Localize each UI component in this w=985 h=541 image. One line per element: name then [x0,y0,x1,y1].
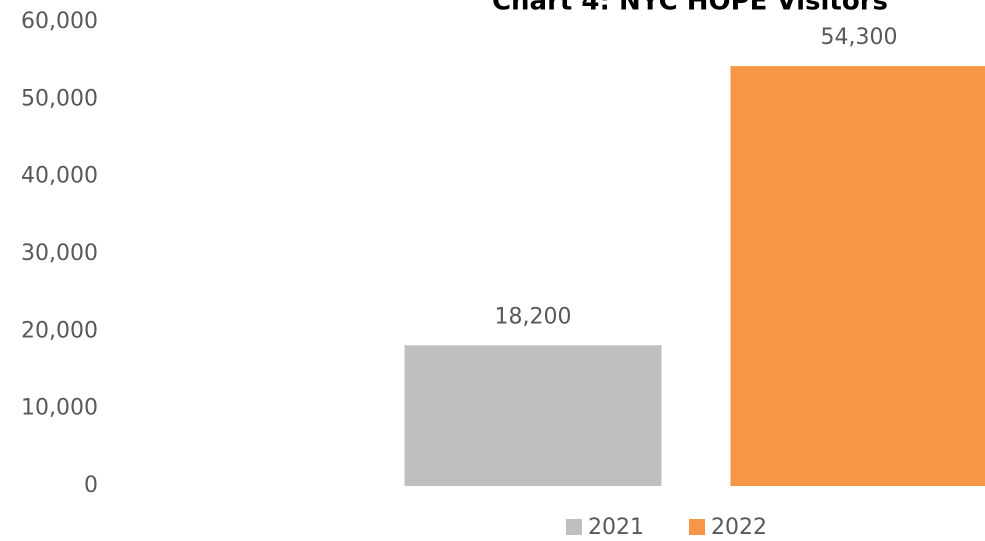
y-tick-label: 30,000 [21,241,98,266]
legend-swatch [689,519,705,535]
data-label: 18,200 [495,304,572,329]
y-tick-label: 40,000 [21,164,98,189]
bar [730,66,985,486]
data-label: 54,300 [821,25,898,50]
y-tick-label: 10,000 [21,396,98,421]
chart-title: Chart 4: NYC HOPE Visitors [492,0,888,17]
legend-label: 2021 [588,515,644,540]
y-tick-label: 60,000 [21,9,98,34]
y-tick-label: 50,000 [21,86,98,111]
legend-label: 2022 [711,515,767,540]
y-tick-label: 20,000 [21,318,98,343]
legend-swatch [566,519,582,535]
y-tick-label: 0 [84,473,98,498]
bar [404,345,662,486]
